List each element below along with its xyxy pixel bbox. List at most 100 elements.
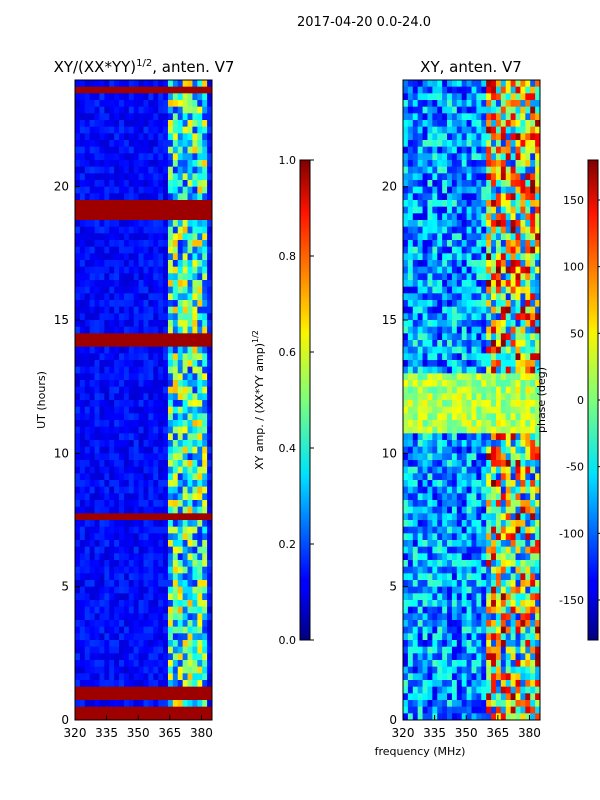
amplitude-cell [167, 193, 174, 201]
phase-cell [422, 553, 428, 561]
phase-cell [417, 566, 423, 574]
phase-cell [471, 286, 477, 294]
amplitude-cell [99, 306, 105, 314]
amplitude-cell [202, 140, 208, 148]
amplitude-cell [109, 586, 115, 594]
phase-cell [466, 246, 472, 254]
phase-cell [535, 426, 540, 434]
phase-cell [515, 366, 521, 374]
phase-cell [486, 80, 492, 88]
amplitude-cell [163, 420, 169, 428]
amplitude-cell [94, 193, 100, 201]
phase-cell [535, 446, 540, 454]
amplitude-cell [187, 366, 193, 374]
amplitude-cell [104, 526, 110, 534]
amplitude-cell [89, 520, 95, 528]
amplitude-cell [187, 386, 193, 394]
amplitude-cell [172, 353, 179, 361]
phase-cell [505, 246, 512, 254]
amplitude-cell [197, 513, 203, 521]
amplitude-cell [177, 700, 184, 708]
amplitude-cell [104, 586, 110, 594]
amplitude-cell [79, 466, 86, 474]
amplitude-cell [84, 313, 91, 321]
amplitude-cell [167, 260, 174, 268]
phase-cell [500, 520, 507, 528]
amplitude-cell [123, 686, 130, 694]
amplitude-cell [84, 113, 91, 121]
phase-cell [437, 120, 443, 128]
phase-cell [505, 386, 512, 394]
amplitude-cell [84, 160, 91, 168]
phase-cell [476, 606, 482, 614]
amplitude-cell [79, 280, 86, 288]
amplitude-cell [84, 653, 91, 661]
phase-cell [530, 553, 536, 561]
amplitude-cell [153, 93, 159, 101]
amplitude-cell [109, 193, 115, 201]
amplitude-cell [128, 206, 135, 214]
amplitude-cell [123, 160, 130, 168]
phase-cell [510, 106, 516, 114]
phase-cell [456, 393, 463, 401]
phase-cell [412, 486, 419, 494]
phase-cell [500, 273, 507, 281]
amplitude-cell [84, 86, 91, 94]
amplitude-cell [143, 393, 149, 401]
amplitude-cell [148, 586, 154, 594]
amplitude-cell [79, 340, 86, 348]
phase-cell [417, 386, 423, 394]
phase-cell [403, 213, 409, 221]
amplitude-cell [197, 200, 203, 208]
phase-cell [500, 393, 507, 401]
phase-cell [442, 120, 448, 128]
amplitude-cell [158, 553, 164, 561]
amplitude-cell [104, 700, 110, 708]
amplitude-cell [187, 553, 193, 561]
amplitude-cell [158, 280, 164, 288]
phase-cell [451, 226, 458, 234]
amplitude-cell [163, 353, 169, 361]
phase-cell [456, 360, 463, 368]
amplitude-cell [104, 280, 110, 288]
phase-cell [407, 213, 414, 221]
amplitude-cell [104, 226, 110, 234]
amplitude-cell [167, 153, 174, 161]
phase-cell [451, 506, 458, 514]
amplitude-cell [89, 140, 95, 148]
amplitude-cell [75, 606, 81, 614]
phase-cell [486, 193, 492, 201]
amplitude-cell [128, 113, 135, 121]
amplitude-cell [207, 400, 212, 408]
amplitude-cell [75, 193, 81, 201]
amplitude-cell [158, 466, 164, 474]
amplitude-cell [167, 306, 174, 314]
phase-cell [427, 560, 433, 568]
amplitude-cell [94, 513, 100, 521]
phase-cell [427, 373, 433, 381]
amplitude-cell [138, 573, 144, 581]
phase-cell [403, 580, 409, 588]
amplitude-cell [202, 586, 208, 594]
amplitude-cell [138, 86, 144, 94]
amplitude-cell [202, 266, 208, 274]
amplitude-cell [119, 346, 125, 354]
amplitude-cell [128, 246, 135, 254]
amplitude-cell [172, 553, 179, 561]
phase-cell [461, 460, 467, 468]
amplitude-cell [143, 633, 149, 641]
amplitude-cell [167, 413, 174, 421]
amplitude-cell [167, 440, 174, 448]
phase-cell [451, 480, 458, 488]
phase-cell [442, 506, 448, 514]
phase-cell [471, 313, 477, 321]
amplitude-cell [99, 293, 105, 301]
phase-cell [456, 513, 463, 521]
amplitude-cell [177, 153, 184, 161]
amplitude-cell [187, 373, 193, 381]
phase-cell [417, 526, 423, 534]
panel-amplitude: XY/(XX*YY)1/2, anten. V7 320 335 350 365 380… [35, 58, 234, 740]
phase-cell [466, 540, 472, 548]
amplitude-cell [207, 193, 212, 201]
